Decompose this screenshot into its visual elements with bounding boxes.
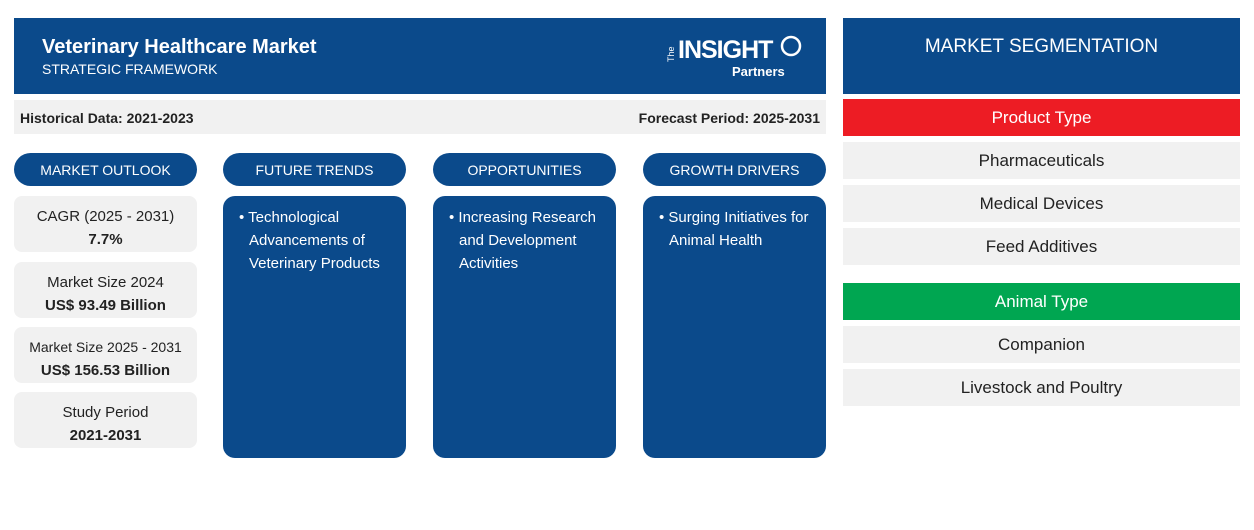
- column-box: Surging Initiatives for Animal Health: [643, 196, 826, 458]
- bullet-item: Increasing Research and Development Acti…: [449, 206, 604, 275]
- subtitle: STRATEGIC FRAMEWORK: [42, 61, 218, 77]
- card-value: 7.7%: [88, 231, 123, 248]
- header-banner: Veterinary Healthcare Market STRATEGIC F…: [14, 18, 826, 94]
- outlook-card: Study Period 2021-2031: [14, 392, 197, 448]
- column-header: GROWTH DRIVERS: [643, 153, 826, 186]
- logo-suffix: Partners: [732, 64, 785, 79]
- segment-group: Animal Type: [843, 283, 1240, 320]
- period-bar: Historical Data: 2021-2023 Forecast Peri…: [14, 100, 826, 134]
- column-box: Increasing Research and Development Acti…: [433, 196, 616, 458]
- segment-item: Companion: [843, 326, 1240, 363]
- bullet-item: Surging Initiatives for Animal Health: [659, 206, 814, 252]
- outlook-card: Market Size 2025 - 2031 US$ 156.53 Billio…: [14, 327, 197, 383]
- column-header: MARKET OUTLOOK: [14, 153, 197, 186]
- historical-period: Historical Data: 2021-2023: [20, 110, 194, 126]
- card-value: US$ 156.53 Billion: [40, 362, 171, 379]
- logo-name: INSIGHT: [678, 36, 773, 64]
- card-label: Study Period: [62, 404, 149, 421]
- card-value: 2021-2031: [69, 427, 142, 444]
- segmentation-title: MARKET SEGMENTATION: [843, 18, 1240, 94]
- card-label: CAGR (2025 - 2031): [36, 208, 175, 225]
- forecast-period: Forecast Period: 2025-2031: [638, 110, 820, 126]
- column-header: FUTURE TRENDS: [223, 153, 406, 186]
- bullet-item: Technological Advancements of Veterinary…: [239, 206, 394, 275]
- logo: The INSIGHT Partners: [666, 32, 806, 82]
- card-label: Market Size 2024: [47, 274, 164, 291]
- column-header: OPPORTUNITIES: [433, 153, 616, 186]
- segment-item: Livestock and Poultry: [843, 369, 1240, 406]
- segment-item: Medical Devices: [843, 185, 1240, 222]
- segment-group: Product Type: [843, 99, 1240, 136]
- card-value: US$ 93.49 Billion: [45, 297, 166, 314]
- logo-icon: [780, 35, 802, 57]
- segment-item: Pharmaceuticals: [843, 142, 1240, 179]
- column-box: Technological Advancements of Veterinary…: [223, 196, 406, 458]
- logo-prefix: The: [666, 46, 676, 62]
- outlook-card: CAGR (2025 - 2031) 7.7%: [14, 196, 197, 252]
- segment-item: Feed Additives: [843, 228, 1240, 265]
- outlook-card: Market Size 2024 US$ 93.49 Billion: [14, 262, 197, 318]
- card-label: Market Size 2025 - 2031: [29, 339, 182, 355]
- title: Veterinary Healthcare Market: [42, 36, 317, 58]
